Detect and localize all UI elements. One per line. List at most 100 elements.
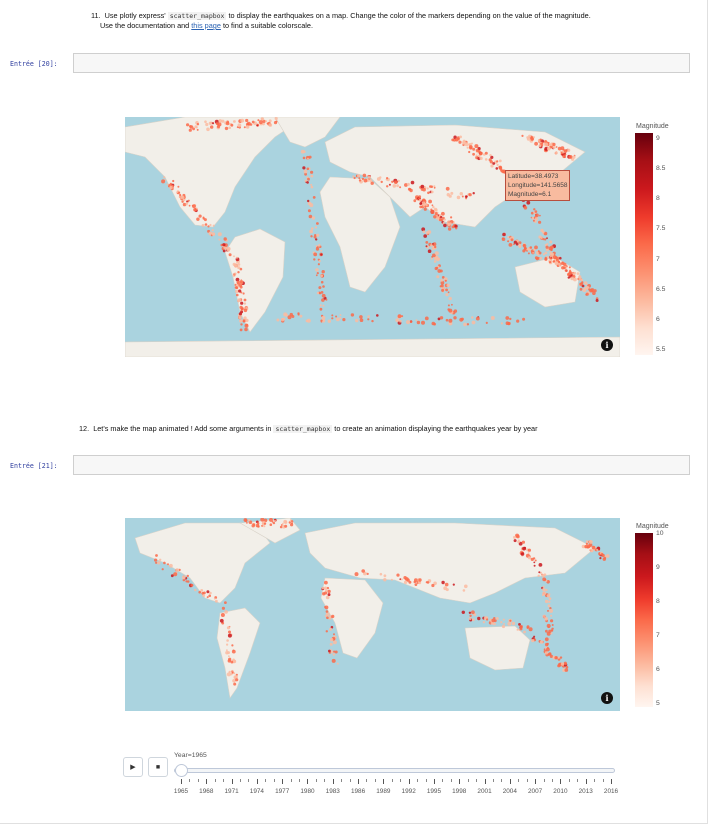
earthquake-point[interactable]: [201, 224, 205, 227]
earthquake-point[interactable]: [314, 226, 318, 229]
earthquake-point[interactable]: [507, 240, 510, 243]
earthquake-point[interactable]: [180, 195, 185, 200]
earthquake-point[interactable]: [433, 215, 437, 219]
earthquake-point[interactable]: [564, 668, 569, 672]
earthquake-point[interactable]: [542, 577, 547, 582]
earthquake-point[interactable]: [422, 199, 426, 202]
earthquake-point[interactable]: [194, 588, 197, 592]
earthquake-point[interactable]: [327, 589, 331, 594]
earthquake-point[interactable]: [238, 289, 242, 293]
earthquake-point[interactable]: [310, 185, 314, 189]
earthquake-point[interactable]: [243, 316, 247, 320]
earthquake-point[interactable]: [440, 218, 444, 222]
earthquake-point[interactable]: [495, 617, 499, 620]
this-page-link[interactable]: this page: [191, 21, 221, 30]
earthquake-point[interactable]: [503, 623, 505, 625]
earthquake-point[interactable]: [557, 260, 561, 264]
earthquake-point[interactable]: [555, 146, 558, 148]
earthquake-point[interactable]: [212, 224, 215, 227]
earthquake-point[interactable]: [261, 122, 265, 126]
earthquake-point[interactable]: [475, 154, 478, 157]
earthquake-point[interactable]: [445, 318, 449, 322]
earthquake-point[interactable]: [421, 227, 426, 232]
earthquake-point[interactable]: [439, 269, 443, 273]
earthquake-point[interactable]: [545, 629, 548, 633]
earthquake-point[interactable]: [392, 184, 397, 188]
earthquake-point[interactable]: [490, 155, 494, 159]
earthquake-point[interactable]: [320, 249, 323, 252]
earthquake-point[interactable]: [204, 223, 208, 226]
earthquake-point[interactable]: [258, 120, 263, 125]
earthquake-point[interactable]: [453, 135, 457, 139]
earthquake-point[interactable]: [310, 183, 313, 186]
earthquake-point[interactable]: [288, 521, 291, 524]
earthquake-point[interactable]: [240, 301, 244, 305]
earthquake-point[interactable]: [541, 593, 545, 597]
earthquake-point[interactable]: [307, 177, 310, 181]
earthquake-point[interactable]: [222, 249, 226, 253]
earthquake-point[interactable]: [266, 122, 269, 125]
earthquake-point[interactable]: [471, 320, 476, 325]
earthquake-point[interactable]: [245, 118, 249, 123]
earthquake-point[interactable]: [441, 580, 445, 585]
earthquake-point[interactable]: [376, 314, 379, 317]
earthquake-point[interactable]: [320, 253, 323, 256]
earthquake-point[interactable]: [515, 242, 519, 246]
earthquake-point[interactable]: [204, 120, 207, 123]
earthquake-point[interactable]: [544, 251, 548, 255]
earthquake-point[interactable]: [471, 142, 473, 145]
earthquake-point[interactable]: [450, 216, 453, 219]
earthquake-point[interactable]: [321, 315, 326, 320]
earthquake-map-1[interactable]: i: [125, 117, 620, 357]
earthquake-point[interactable]: [211, 232, 216, 236]
earthquake-point[interactable]: [513, 539, 517, 543]
earthquake-point[interactable]: [422, 187, 426, 192]
earthquake-point[interactable]: [208, 594, 211, 598]
earthquake-point[interactable]: [548, 600, 551, 603]
earthquake-point[interactable]: [430, 190, 434, 194]
earthquake-point[interactable]: [221, 119, 225, 123]
earthquake-point[interactable]: [154, 558, 158, 562]
earthquake-point[interactable]: [546, 256, 549, 259]
earthquake-point[interactable]: [562, 154, 566, 159]
earthquake-point[interactable]: [362, 173, 367, 178]
earthquake-point[interactable]: [534, 245, 538, 250]
earthquake-point[interactable]: [551, 629, 554, 632]
earthquake-point[interactable]: [537, 250, 540, 253]
earthquake-point[interactable]: [239, 280, 243, 284]
earthquake-point[interactable]: [434, 208, 438, 212]
earthquake-point[interactable]: [534, 559, 537, 562]
earthquake-point[interactable]: [466, 146, 469, 149]
earthquake-point[interactable]: [543, 231, 548, 236]
earthquake-point[interactable]: [507, 321, 511, 326]
earthquake-point[interactable]: [527, 556, 532, 560]
earthquake-point[interactable]: [327, 593, 331, 597]
earthquake-point[interactable]: [585, 286, 590, 290]
earthquake-point[interactable]: [169, 185, 173, 190]
earthquake-point[interactable]: [237, 266, 241, 270]
earthquake-point[interactable]: [227, 651, 230, 655]
earthquake-point[interactable]: [181, 200, 184, 203]
earthquake-point[interactable]: [321, 298, 325, 302]
earthquake-point[interactable]: [406, 182, 410, 186]
earthquake-point[interactable]: [459, 317, 464, 322]
earthquake-point[interactable]: [544, 637, 549, 642]
earthquake-point[interactable]: [599, 557, 602, 560]
earthquake-point[interactable]: [315, 268, 319, 272]
earthquake-point[interactable]: [312, 196, 316, 199]
earthquake-point[interactable]: [248, 519, 251, 522]
earthquake-point[interactable]: [306, 318, 311, 323]
earthquake-point[interactable]: [542, 614, 546, 618]
earthquake-point[interactable]: [461, 610, 465, 614]
earthquake-point[interactable]: [391, 180, 394, 183]
earthquake-point[interactable]: [383, 574, 387, 578]
earthquake-point[interactable]: [490, 164, 494, 168]
info-icon[interactable]: i: [601, 339, 613, 351]
earthquake-point[interactable]: [409, 320, 413, 323]
earthquake-point[interactable]: [329, 627, 333, 631]
earthquake-point[interactable]: [235, 277, 240, 282]
earthquake-point[interactable]: [537, 574, 540, 577]
earthquake-point[interactable]: [315, 238, 318, 241]
earthquake-point[interactable]: [522, 317, 526, 321]
earthquake-point[interactable]: [472, 147, 476, 151]
